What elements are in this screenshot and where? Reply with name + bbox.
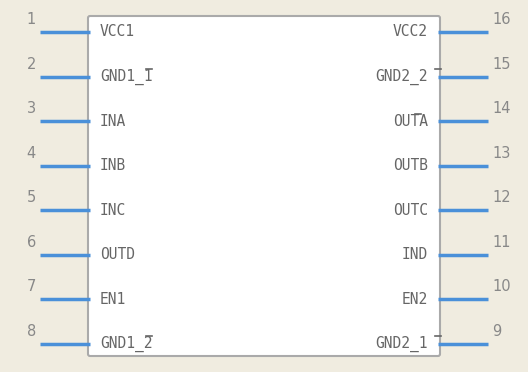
Text: GND2_2: GND2_2 bbox=[375, 68, 428, 85]
Text: GND1_1: GND1_1 bbox=[100, 68, 153, 85]
Text: 3: 3 bbox=[27, 101, 36, 116]
Text: 6: 6 bbox=[27, 235, 36, 250]
Text: 14: 14 bbox=[492, 101, 511, 116]
Text: 11: 11 bbox=[492, 235, 511, 250]
Text: 2: 2 bbox=[26, 57, 36, 71]
Text: IND: IND bbox=[402, 247, 428, 262]
Text: EN2: EN2 bbox=[402, 292, 428, 307]
Text: 9: 9 bbox=[492, 324, 501, 339]
Text: 8: 8 bbox=[27, 324, 36, 339]
Text: EN1: EN1 bbox=[100, 292, 126, 307]
Text: GND1_2: GND1_2 bbox=[100, 336, 153, 352]
Text: INC: INC bbox=[100, 203, 126, 218]
FancyBboxPatch shape bbox=[88, 16, 440, 356]
Text: OUTA: OUTA bbox=[393, 113, 428, 129]
Text: OUTD: OUTD bbox=[100, 247, 135, 262]
Text: 15: 15 bbox=[492, 57, 511, 71]
Text: INB: INB bbox=[100, 158, 126, 173]
Text: 4: 4 bbox=[27, 146, 36, 161]
Text: INA: INA bbox=[100, 113, 126, 129]
Text: GND2_1: GND2_1 bbox=[375, 336, 428, 352]
Text: 1: 1 bbox=[27, 12, 36, 27]
Text: 16: 16 bbox=[492, 12, 511, 27]
Text: 10: 10 bbox=[492, 279, 511, 294]
Text: 5: 5 bbox=[27, 190, 36, 205]
Text: VCC2: VCC2 bbox=[393, 25, 428, 39]
Text: OUTC: OUTC bbox=[393, 203, 428, 218]
Text: 7: 7 bbox=[26, 279, 36, 294]
Text: VCC1: VCC1 bbox=[100, 25, 135, 39]
Text: OUTB: OUTB bbox=[393, 158, 428, 173]
Text: 13: 13 bbox=[492, 146, 511, 161]
Text: 12: 12 bbox=[492, 190, 511, 205]
